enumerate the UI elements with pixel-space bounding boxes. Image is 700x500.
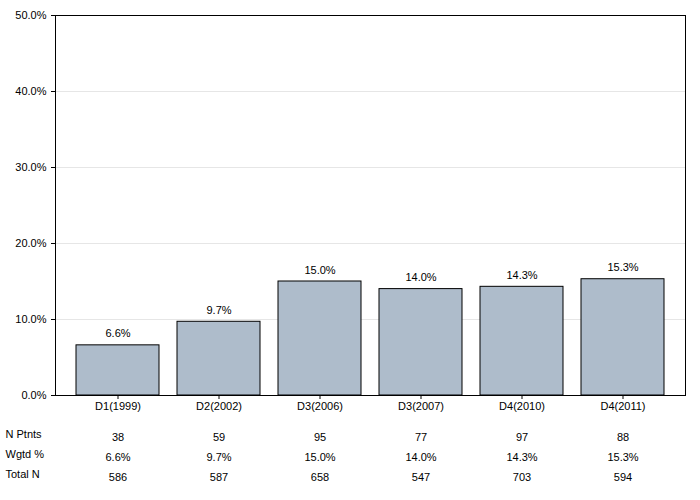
svg-text:Total N: Total N [6, 468, 40, 480]
svg-text:D4(2010): D4(2010) [499, 400, 545, 412]
svg-text:703: 703 [513, 471, 531, 483]
svg-text:88: 88 [617, 431, 629, 443]
svg-text:9.7%: 9.7% [206, 451, 231, 463]
svg-text:97: 97 [516, 431, 528, 443]
svg-text:14.3%: 14.3% [506, 269, 537, 281]
svg-text:14.0%: 14.0% [405, 271, 436, 283]
svg-text:587: 587 [210, 471, 228, 483]
svg-text:40.0%: 40.0% [15, 85, 46, 97]
svg-text:15.3%: 15.3% [607, 261, 638, 273]
svg-text:59: 59 [213, 431, 225, 443]
svg-text:15.3%: 15.3% [607, 451, 638, 463]
svg-text:0.0%: 0.0% [21, 389, 46, 401]
svg-text:10.0%: 10.0% [15, 313, 46, 325]
svg-text:20.0%: 20.0% [15, 237, 46, 249]
svg-text:Wgtd %: Wgtd % [6, 448, 45, 460]
svg-text:6.6%: 6.6% [105, 451, 130, 463]
svg-text:D2(2002): D2(2002) [196, 400, 242, 412]
svg-text:77: 77 [415, 431, 427, 443]
svg-text:38: 38 [112, 431, 124, 443]
svg-text:D3(2006): D3(2006) [297, 400, 343, 412]
svg-text:586: 586 [109, 471, 127, 483]
svg-text:14.3%: 14.3% [506, 451, 537, 463]
svg-text:6.6%: 6.6% [105, 327, 130, 339]
svg-text:D3(2007): D3(2007) [398, 400, 444, 412]
svg-text:9.7%: 9.7% [206, 304, 231, 316]
svg-text:547: 547 [412, 471, 430, 483]
svg-text:30.0%: 30.0% [15, 161, 46, 173]
svg-text:D1(1999): D1(1999) [95, 400, 141, 412]
svg-text:658: 658 [311, 471, 329, 483]
svg-text:15.0%: 15.0% [304, 264, 335, 276]
svg-text:50.0%: 50.0% [15, 9, 46, 21]
svg-text:15.0%: 15.0% [304, 451, 335, 463]
svg-text:14.0%: 14.0% [405, 451, 436, 463]
svg-text:D4(2011): D4(2011) [600, 400, 645, 412]
svg-text:95: 95 [314, 431, 326, 443]
svg-text:N Ptnts: N Ptnts [6, 428, 43, 440]
svg-text:594: 594 [614, 471, 632, 483]
